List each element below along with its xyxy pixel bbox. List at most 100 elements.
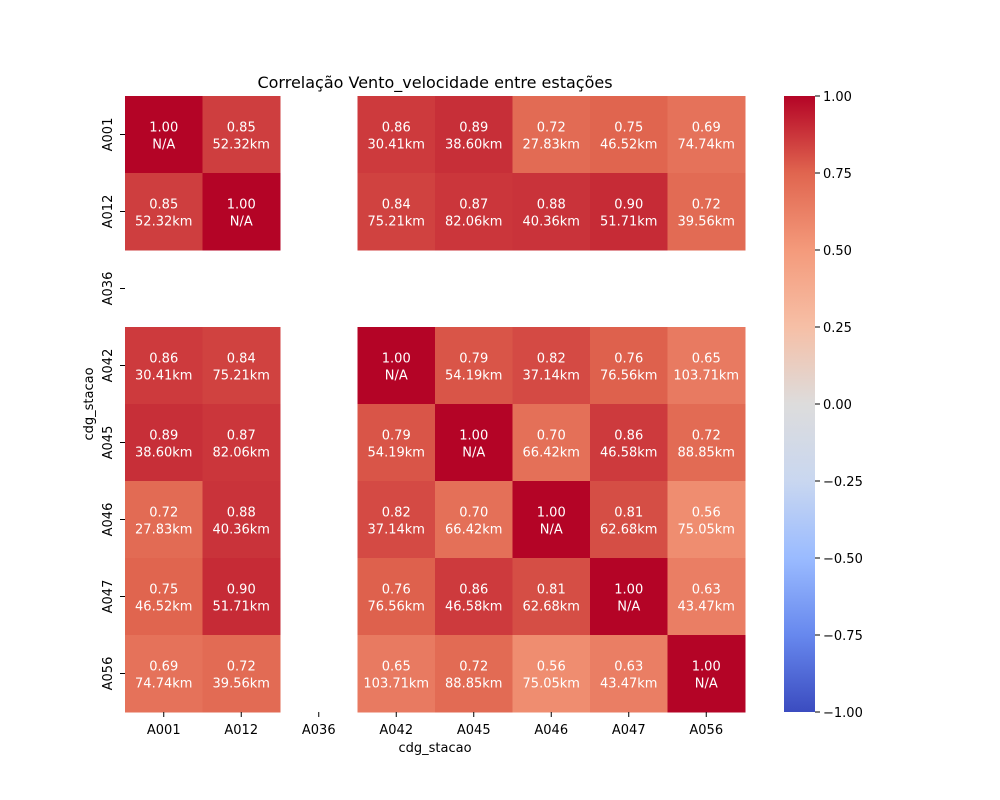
heatmap-cell (512, 481, 591, 559)
heatmap-cell (435, 558, 513, 636)
cell-annotation: 0.81 62.68km (600, 506, 657, 538)
x-axis: A001 A012 A036 A042 A045 A046 A047 A056 (147, 712, 723, 738)
heatmap-cell (125, 173, 203, 251)
x-tick-label: A046 (534, 723, 568, 738)
cell-annotation: 0.87 82.06km (213, 429, 270, 461)
cell-annotation: 0.79 54.19km (368, 429, 425, 461)
heatmap-cell (125, 327, 203, 405)
heatmap-cell (125, 404, 203, 482)
cell-annotation: 0.86 46.58km (600, 429, 657, 461)
heatmap-cell (590, 96, 668, 174)
heatmap-cell (125, 558, 203, 636)
y-tick-label: A056 (101, 657, 116, 691)
colorbar-tick-label: 0.00 (823, 398, 852, 413)
cell-annotation: 0.72 39.56km (678, 198, 735, 230)
cell-annotation: 0.90 51.71km (600, 198, 657, 230)
heatmap-cell (512, 173, 591, 251)
x-tick-label: A042 (379, 723, 413, 738)
heatmap-cell (667, 96, 746, 174)
heatmap-cell (667, 173, 746, 251)
cell-annotation: 0.63 43.47km (678, 583, 735, 615)
x-tick-label: A045 (457, 723, 491, 738)
colorbar-tick-label: −0.25 (823, 475, 863, 490)
cell-annotation: 1.00 N/A (692, 660, 721, 692)
cell-annotation: 0.63 43.47km (600, 660, 657, 692)
heatmap-cell (435, 96, 513, 174)
cell-annotation: 0.72 27.83km (523, 121, 580, 153)
heatmap-cell (357, 327, 436, 405)
cell-annotation: 0.75 46.52km (600, 121, 657, 153)
cell-annotation: 0.56 75.05km (523, 660, 580, 692)
y-axis-label: cdg_stacao (82, 367, 97, 440)
heatmap-cell (202, 481, 281, 559)
heatmap-cells: 1.00 N/A 0.85 52.32km 0.86 30.41km 0.89 38.60km… (125, 96, 746, 713)
cell-annotation: 0.79 54.19km (445, 352, 502, 384)
y-tick-label: A001 (101, 118, 116, 152)
cell-annotation: 0.89 38.60km (445, 121, 502, 153)
heatmap-cell (590, 481, 668, 559)
cell-annotation: 0.76 76.56km (368, 583, 425, 615)
heatmap-cell (667, 327, 746, 405)
cell-annotation: 0.86 46.58km (445, 583, 502, 615)
cell-annotation: 0.88 40.36km (523, 198, 580, 230)
chart-title: Correlação Vento_velocidade entre estaçõ… (257, 73, 612, 93)
colorbar-tick-label: −0.50 (823, 552, 863, 567)
heatmap-cell (512, 635, 591, 713)
y-tick-label: A046 (101, 503, 116, 537)
heatmap-cell (202, 404, 281, 482)
cell-annotation: 0.72 88.85km (678, 429, 735, 461)
heatmap-cell (357, 481, 436, 559)
y-tick-label: A012 (101, 195, 116, 229)
heatmap-cell (667, 635, 746, 713)
colorbar-tick-label: 1.00 (823, 90, 852, 105)
cell-annotation: 0.90 51.71km (213, 583, 270, 615)
heatmap-cell (590, 327, 668, 405)
cell-annotation: 1.00 N/A (537, 506, 566, 538)
cell-annotation: 1.00 N/A (382, 352, 411, 384)
x-tick-label: A036 (302, 723, 336, 738)
cell-annotation: 1.00 N/A (149, 121, 178, 153)
y-tick-label: A045 (101, 426, 116, 460)
cell-annotation: 0.75 46.52km (135, 583, 192, 615)
heatmap-cell (667, 404, 746, 482)
cell-annotation: 0.56 75.05km (678, 506, 735, 538)
colorbar-tick-label: −1.00 (823, 706, 863, 721)
x-tick-label: A012 (224, 723, 258, 738)
cell-annotation: 0.70 66.42km (445, 506, 502, 538)
cell-annotation: 0.87 82.06km (445, 198, 502, 230)
cell-annotation: 0.69 74.74km (678, 121, 735, 153)
colorbar (784, 96, 815, 712)
y-tick-label: A036 (101, 272, 116, 306)
heatmap-cell (125, 96, 203, 174)
heatmap-cell (667, 481, 746, 559)
heatmap-cell (357, 635, 436, 713)
x-tick-label: A047 (612, 723, 646, 738)
heatmap-cell (435, 635, 513, 713)
heatmap-cell (435, 327, 513, 405)
cell-annotation: 0.84 75.21km (368, 198, 425, 230)
cell-annotation: 0.72 39.56km (213, 660, 270, 692)
cell-annotation: 0.72 88.85km (445, 660, 502, 692)
heatmap-cell (125, 635, 203, 713)
colorbar-ticks: 1.00 0.75 0.50 0.25 0.00 −0.25 −0.50 −0.75 −1.00 (815, 90, 863, 721)
colorbar-tick-label: 0.75 (823, 167, 852, 182)
cell-annotation: 0.70 66.42km (523, 429, 580, 461)
heatmap-cell (435, 481, 513, 559)
heatmap-cell (357, 404, 436, 482)
cell-annotation: 0.65 103.71km (363, 660, 429, 692)
heatmap-cell (590, 635, 668, 713)
cell-annotation: 0.88 40.36km (213, 506, 270, 538)
heatmap-cell (667, 558, 746, 636)
heatmap-cell (202, 558, 281, 636)
heatmap-cell (202, 635, 281, 713)
heatmap-cell (435, 404, 513, 482)
colorbar-tick-label: 0.25 (823, 321, 852, 336)
y-tick-label: A047 (101, 580, 116, 614)
x-axis-label: cdg_stacao (398, 741, 471, 756)
heatmap-cell (202, 327, 281, 405)
colorbar-tick-label: 0.50 (823, 244, 852, 259)
heatmap-cell (357, 96, 436, 174)
cell-annotation: 0.81 62.68km (523, 583, 580, 615)
heatmap-cell (125, 481, 203, 559)
